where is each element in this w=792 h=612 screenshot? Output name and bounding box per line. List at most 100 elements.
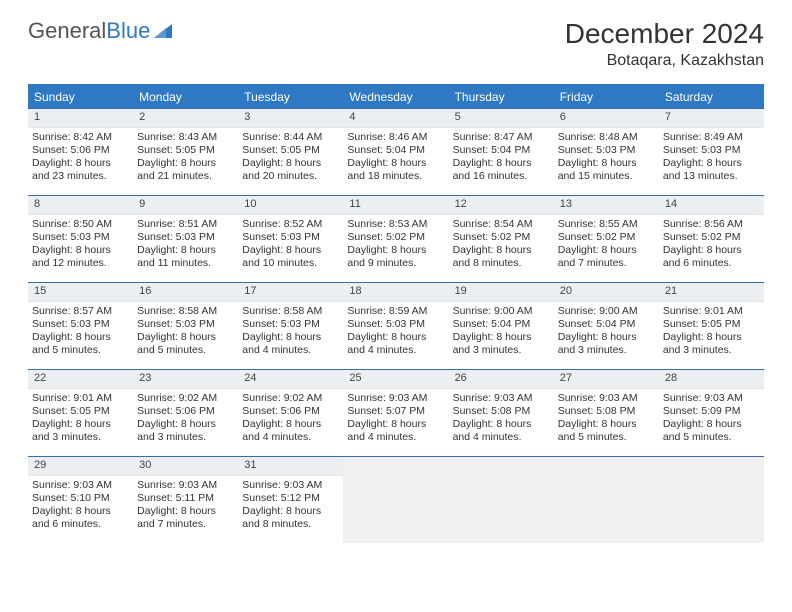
- calendar-cell: 25Sunrise: 9:03 AMSunset: 5:07 PMDayligh…: [343, 370, 448, 456]
- daylight2-text: and 6 minutes.: [663, 257, 760, 270]
- day-number: 16: [133, 283, 238, 302]
- day-number: 24: [238, 370, 343, 389]
- sunset-text: Sunset: 5:10 PM: [32, 492, 129, 505]
- title-block: December 2024 Botaqara, Kazakhstan: [565, 18, 764, 70]
- daylight2-text: and 4 minutes.: [347, 344, 444, 357]
- calendar-cell: [343, 457, 448, 543]
- header: GeneralBlue December 2024 Botaqara, Kaza…: [0, 0, 792, 78]
- daylight2-text: and 3 minutes.: [32, 431, 129, 444]
- month-title: December 2024: [565, 18, 764, 50]
- sunrise-text: Sunrise: 9:00 AM: [558, 305, 655, 318]
- daylight1-text: Daylight: 8 hours: [242, 244, 339, 257]
- calendar-cell: 12Sunrise: 8:54 AMSunset: 5:02 PMDayligh…: [449, 196, 554, 282]
- daylight1-text: Daylight: 8 hours: [453, 157, 550, 170]
- calendar-cell: 3Sunrise: 8:44 AMSunset: 5:05 PMDaylight…: [238, 109, 343, 195]
- sunset-text: Sunset: 5:12 PM: [242, 492, 339, 505]
- calendar-cell: 29Sunrise: 9:03 AMSunset: 5:10 PMDayligh…: [28, 457, 133, 543]
- daylight2-text: and 16 minutes.: [453, 170, 550, 183]
- daylight1-text: Daylight: 8 hours: [137, 418, 234, 431]
- sunset-text: Sunset: 5:04 PM: [453, 318, 550, 331]
- daylight2-text: and 15 minutes.: [558, 170, 655, 183]
- brand-logo: GeneralBlue: [28, 18, 174, 44]
- daylight1-text: Daylight: 8 hours: [137, 157, 234, 170]
- daylight2-text: and 8 minutes.: [242, 518, 339, 531]
- sunset-text: Sunset: 5:05 PM: [137, 144, 234, 157]
- day-number: 4: [343, 109, 448, 128]
- sunrise-text: Sunrise: 9:02 AM: [137, 392, 234, 405]
- daylight2-text: and 23 minutes.: [32, 170, 129, 183]
- calendar-cell: 2Sunrise: 8:43 AMSunset: 5:05 PMDaylight…: [133, 109, 238, 195]
- sunrise-text: Sunrise: 8:54 AM: [453, 218, 550, 231]
- daylight1-text: Daylight: 8 hours: [242, 418, 339, 431]
- sunset-text: Sunset: 5:02 PM: [558, 231, 655, 244]
- calendar-cell: 21Sunrise: 9:01 AMSunset: 5:05 PMDayligh…: [659, 283, 764, 369]
- day-number: 8: [28, 196, 133, 215]
- calendar-cell: [554, 457, 659, 543]
- daylight2-text: and 3 minutes.: [137, 431, 234, 444]
- daylight1-text: Daylight: 8 hours: [558, 157, 655, 170]
- sunset-text: Sunset: 5:04 PM: [558, 318, 655, 331]
- sunset-text: Sunset: 5:08 PM: [558, 405, 655, 418]
- dayhead-wednesday: Wednesday: [343, 86, 448, 108]
- calendar-cell: 5Sunrise: 8:47 AMSunset: 5:04 PMDaylight…: [449, 109, 554, 195]
- calendar-cell: [449, 457, 554, 543]
- daylight1-text: Daylight: 8 hours: [663, 244, 760, 257]
- daylight2-text: and 3 minutes.: [663, 344, 760, 357]
- day-number: 22: [28, 370, 133, 389]
- sunset-text: Sunset: 5:03 PM: [663, 144, 760, 157]
- sunrise-text: Sunrise: 8:58 AM: [242, 305, 339, 318]
- daylight2-text: and 20 minutes.: [242, 170, 339, 183]
- dayhead-sunday: Sunday: [28, 86, 133, 108]
- sunset-text: Sunset: 5:04 PM: [347, 144, 444, 157]
- sunrise-text: Sunrise: 8:58 AM: [137, 305, 234, 318]
- sunset-text: Sunset: 5:05 PM: [242, 144, 339, 157]
- calendar: Sunday Monday Tuesday Wednesday Thursday…: [28, 84, 764, 543]
- sunset-text: Sunset: 5:02 PM: [663, 231, 760, 244]
- day-number: 6: [554, 109, 659, 128]
- daylight2-text: and 11 minutes.: [137, 257, 234, 270]
- calendar-cell: 22Sunrise: 9:01 AMSunset: 5:05 PMDayligh…: [28, 370, 133, 456]
- day-number: 30: [133, 457, 238, 476]
- daylight1-text: Daylight: 8 hours: [242, 157, 339, 170]
- sunset-text: Sunset: 5:04 PM: [453, 144, 550, 157]
- calendar-cell: 16Sunrise: 8:58 AMSunset: 5:03 PMDayligh…: [133, 283, 238, 369]
- sunset-text: Sunset: 5:06 PM: [137, 405, 234, 418]
- sunset-text: Sunset: 5:03 PM: [347, 318, 444, 331]
- sunset-text: Sunset: 5:03 PM: [137, 231, 234, 244]
- daylight1-text: Daylight: 8 hours: [347, 331, 444, 344]
- calendar-cell: 26Sunrise: 9:03 AMSunset: 5:08 PMDayligh…: [449, 370, 554, 456]
- sunrise-text: Sunrise: 9:03 AM: [32, 479, 129, 492]
- day-number: 12: [449, 196, 554, 215]
- daylight1-text: Daylight: 8 hours: [32, 418, 129, 431]
- sunrise-text: Sunrise: 8:59 AM: [347, 305, 444, 318]
- day-header-row: Sunday Monday Tuesday Wednesday Thursday…: [28, 86, 764, 108]
- day-number: 19: [449, 283, 554, 302]
- calendar-week: 29Sunrise: 9:03 AMSunset: 5:10 PMDayligh…: [28, 456, 764, 543]
- calendar-cell: 11Sunrise: 8:53 AMSunset: 5:02 PMDayligh…: [343, 196, 448, 282]
- day-number: 1: [28, 109, 133, 128]
- daylight1-text: Daylight: 8 hours: [453, 331, 550, 344]
- day-number: 10: [238, 196, 343, 215]
- sunset-text: Sunset: 5:06 PM: [242, 405, 339, 418]
- sunrise-text: Sunrise: 9:01 AM: [32, 392, 129, 405]
- day-number: 27: [554, 370, 659, 389]
- dayhead-thursday: Thursday: [449, 86, 554, 108]
- daylight2-text: and 13 minutes.: [663, 170, 760, 183]
- calendar-cell: 28Sunrise: 9:03 AMSunset: 5:09 PMDayligh…: [659, 370, 764, 456]
- daylight2-text: and 4 minutes.: [347, 431, 444, 444]
- calendar-week: 15Sunrise: 8:57 AMSunset: 5:03 PMDayligh…: [28, 282, 764, 369]
- calendar-cell: 19Sunrise: 9:00 AMSunset: 5:04 PMDayligh…: [449, 283, 554, 369]
- sunrise-text: Sunrise: 9:03 AM: [663, 392, 760, 405]
- dayhead-monday: Monday: [133, 86, 238, 108]
- daylight1-text: Daylight: 8 hours: [558, 418, 655, 431]
- sunset-text: Sunset: 5:07 PM: [347, 405, 444, 418]
- day-number: 13: [554, 196, 659, 215]
- daylight1-text: Daylight: 8 hours: [242, 505, 339, 518]
- sunrise-text: Sunrise: 8:46 AM: [347, 131, 444, 144]
- calendar-cell: 20Sunrise: 9:00 AMSunset: 5:04 PMDayligh…: [554, 283, 659, 369]
- calendar-cell: 9Sunrise: 8:51 AMSunset: 5:03 PMDaylight…: [133, 196, 238, 282]
- sunset-text: Sunset: 5:03 PM: [242, 231, 339, 244]
- calendar-cell: 1Sunrise: 8:42 AMSunset: 5:06 PMDaylight…: [28, 109, 133, 195]
- sunset-text: Sunset: 5:03 PM: [32, 231, 129, 244]
- day-number: 21: [659, 283, 764, 302]
